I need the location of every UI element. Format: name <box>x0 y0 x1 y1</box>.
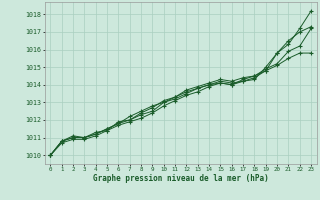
X-axis label: Graphe pression niveau de la mer (hPa): Graphe pression niveau de la mer (hPa) <box>93 174 269 183</box>
